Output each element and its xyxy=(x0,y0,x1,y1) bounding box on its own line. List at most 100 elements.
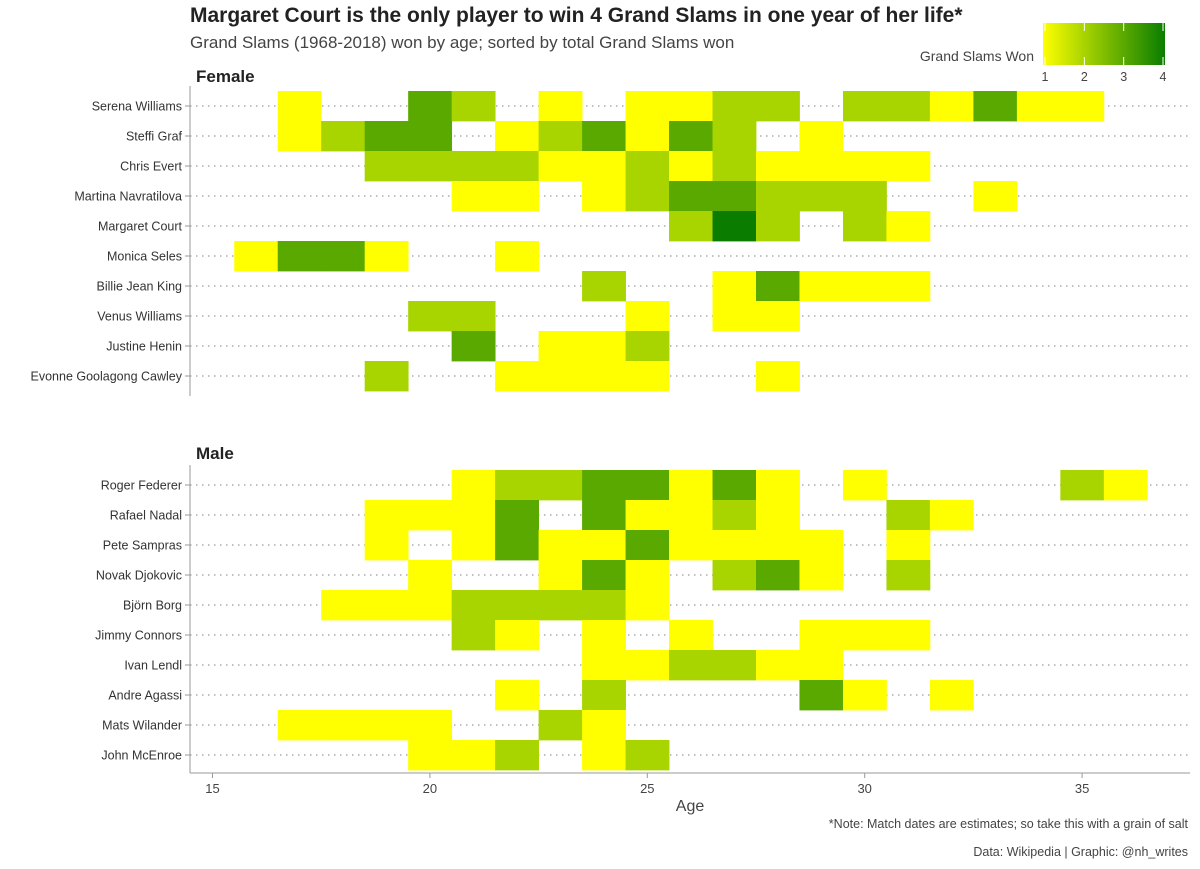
heat-cell-evonne-goolagong-cawley-age-25 xyxy=(625,361,670,392)
row-label-novak-djokovic: Novak Djokovic xyxy=(96,569,182,583)
heat-cell-mats-wilander-age-20 xyxy=(408,710,453,741)
row-label-evonne-goolagong-cawley: Evonne Goolagong Cawley xyxy=(31,370,183,384)
heat-cell-serena-williams-age-30 xyxy=(842,91,887,122)
heat-cell-chris-evert-age-29 xyxy=(799,151,844,182)
heat-cell-chris-evert-age-27 xyxy=(712,151,757,182)
heat-cell-rafael-nadal-age-21 xyxy=(451,500,496,531)
heat-cell-venus-williams-age-20 xyxy=(408,301,453,332)
heat-cell-monica-seles-age-16 xyxy=(234,241,279,272)
heat-cell-venus-williams-age-28 xyxy=(756,301,800,332)
heat-cell-steffi-graf-age-17 xyxy=(277,121,322,152)
heat-cell-pete-sampras-age-26 xyxy=(669,530,713,561)
row-label-rafael-nadal: Rafael Nadal xyxy=(110,509,182,523)
heat-cell-john-mcenroe-age-25 xyxy=(625,740,670,771)
heat-cell-roger-federer-age-27 xyxy=(712,470,757,501)
heat-cell-bj-rn-borg-age-22 xyxy=(495,590,539,621)
heat-cell-bj-rn-borg-age-19 xyxy=(364,590,409,621)
heat-cell-steffi-graf-age-20 xyxy=(408,121,453,152)
facet-label-male: Male xyxy=(196,444,234,463)
heat-cell-chris-evert-age-31 xyxy=(886,151,931,182)
heat-cell-billie-jean-king-age-28 xyxy=(756,271,800,302)
heat-cell-andre-agassi-age-24 xyxy=(582,680,626,711)
heat-cell-evonne-goolagong-cawley-age-19 xyxy=(364,361,409,392)
heat-cell-jimmy-connors-age-24 xyxy=(582,620,626,651)
row-label-andre-agassi: Andre Agassi xyxy=(108,689,182,703)
heat-cell-serena-williams-age-27 xyxy=(712,91,757,122)
heat-cell-steffi-graf-age-27 xyxy=(712,121,757,152)
heat-cell-margaret-court-age-26 xyxy=(669,211,713,242)
heat-cell-novak-djokovic-age-28 xyxy=(756,560,800,591)
heat-cell-roger-federer-age-25 xyxy=(625,470,670,501)
heat-cell-ivan-lendl-age-28 xyxy=(756,650,800,681)
chart-title: Margaret Court is the only player to win… xyxy=(190,4,963,27)
heat-cell-bj-rn-borg-age-23 xyxy=(538,590,583,621)
heat-cell-chris-evert-age-19 xyxy=(364,151,409,182)
heat-cell-serena-williams-age-35 xyxy=(1060,91,1105,122)
heat-cell-billie-jean-king-age-31 xyxy=(886,271,931,302)
heat-cell-bj-rn-borg-age-24 xyxy=(582,590,626,621)
heat-cell-chris-evert-age-28 xyxy=(756,151,800,182)
row-label-john-mcenroe: John McEnroe xyxy=(101,749,182,763)
heat-cell-martina-navratilova-age-25 xyxy=(625,181,670,212)
heat-cell-martina-navratilova-age-30 xyxy=(842,181,887,212)
x-axis-title: Age xyxy=(676,798,705,815)
legend-tick-label: 2 xyxy=(1081,70,1088,84)
heat-cell-steffi-graf-age-25 xyxy=(625,121,670,152)
legend-colorbar xyxy=(1043,23,1165,65)
heat-cell-ivan-lendl-age-25 xyxy=(625,650,670,681)
row-label-roger-federer: Roger Federer xyxy=(101,479,182,493)
heat-cell-serena-williams-age-33 xyxy=(973,91,1018,122)
heat-cell-justine-henin-age-21 xyxy=(451,331,496,362)
heat-cell-jimmy-connors-age-31 xyxy=(886,620,931,651)
heat-cell-chris-evert-age-22 xyxy=(495,151,539,182)
row-label-billie-jean-king: Billie Jean King xyxy=(97,280,183,294)
heat-cell-rafael-nadal-age-24 xyxy=(582,500,626,531)
heat-cell-steffi-graf-age-18 xyxy=(321,121,366,152)
heat-cell-chris-evert-age-30 xyxy=(842,151,887,182)
heat-cell-serena-williams-age-31 xyxy=(886,91,931,122)
source-caption: Data: Wikipedia | Graphic: @nh_writes xyxy=(973,845,1188,859)
heat-cell-evonne-goolagong-cawley-age-24 xyxy=(582,361,626,392)
heat-cell-mats-wilander-age-19 xyxy=(364,710,409,741)
heat-cell-serena-williams-age-20 xyxy=(408,91,453,122)
legend-tick-label: 4 xyxy=(1160,70,1167,84)
heat-cell-rafael-nadal-age-32 xyxy=(929,500,974,531)
heat-cell-serena-williams-age-34 xyxy=(1016,91,1061,122)
heat-cell-monica-seles-age-18 xyxy=(321,241,366,272)
heat-cell-ivan-lendl-age-24 xyxy=(582,650,626,681)
heat-cell-evonne-goolagong-cawley-age-22 xyxy=(495,361,539,392)
heat-cell-roger-federer-age-30 xyxy=(842,470,887,501)
heat-cell-roger-federer-age-24 xyxy=(582,470,626,501)
heat-cell-andre-agassi-age-29 xyxy=(799,680,844,711)
x-tick-label: 30 xyxy=(857,781,871,796)
row-label-justine-henin: Justine Henin xyxy=(106,340,182,354)
legend-title: Grand Slams Won xyxy=(920,48,1034,64)
heat-cell-novak-djokovic-age-20 xyxy=(408,560,453,591)
heat-cell-jimmy-connors-age-26 xyxy=(669,620,713,651)
heat-cell-justine-henin-age-23 xyxy=(538,331,583,362)
heat-cell-roger-federer-age-23 xyxy=(538,470,583,501)
legend-tick-label: 3 xyxy=(1120,70,1127,84)
footnote: *Note: Match dates are estimates; so tak… xyxy=(828,817,1188,831)
heat-cell-steffi-graf-age-24 xyxy=(582,121,626,152)
heat-cell-bj-rn-borg-age-20 xyxy=(408,590,453,621)
heat-cell-roger-federer-age-35 xyxy=(1060,470,1105,501)
heat-cell-martina-navratilova-age-33 xyxy=(973,181,1018,212)
heat-cell-bj-rn-borg-age-25 xyxy=(625,590,670,621)
heat-cell-bj-rn-borg-age-21 xyxy=(451,590,496,621)
heat-cell-venus-williams-age-25 xyxy=(625,301,670,332)
heat-cell-andre-agassi-age-32 xyxy=(929,680,974,711)
row-label-martina-navratilova: Martina Navratilova xyxy=(74,190,182,204)
heat-cell-justine-henin-age-25 xyxy=(625,331,670,362)
heat-cell-martina-navratilova-age-29 xyxy=(799,181,844,212)
heat-cell-mats-wilander-age-23 xyxy=(538,710,583,741)
heat-cell-andre-agassi-age-30 xyxy=(842,680,887,711)
heat-cell-steffi-graf-age-29 xyxy=(799,121,844,152)
row-label-venus-williams: Venus Williams xyxy=(97,310,182,324)
heat-cell-margaret-court-age-27 xyxy=(712,211,757,242)
heat-cell-pete-sampras-age-31 xyxy=(886,530,931,561)
heat-cell-venus-williams-age-27 xyxy=(712,301,757,332)
heat-cell-martina-navratilova-age-27 xyxy=(712,181,757,212)
heat-cell-serena-williams-age-32 xyxy=(929,91,974,122)
